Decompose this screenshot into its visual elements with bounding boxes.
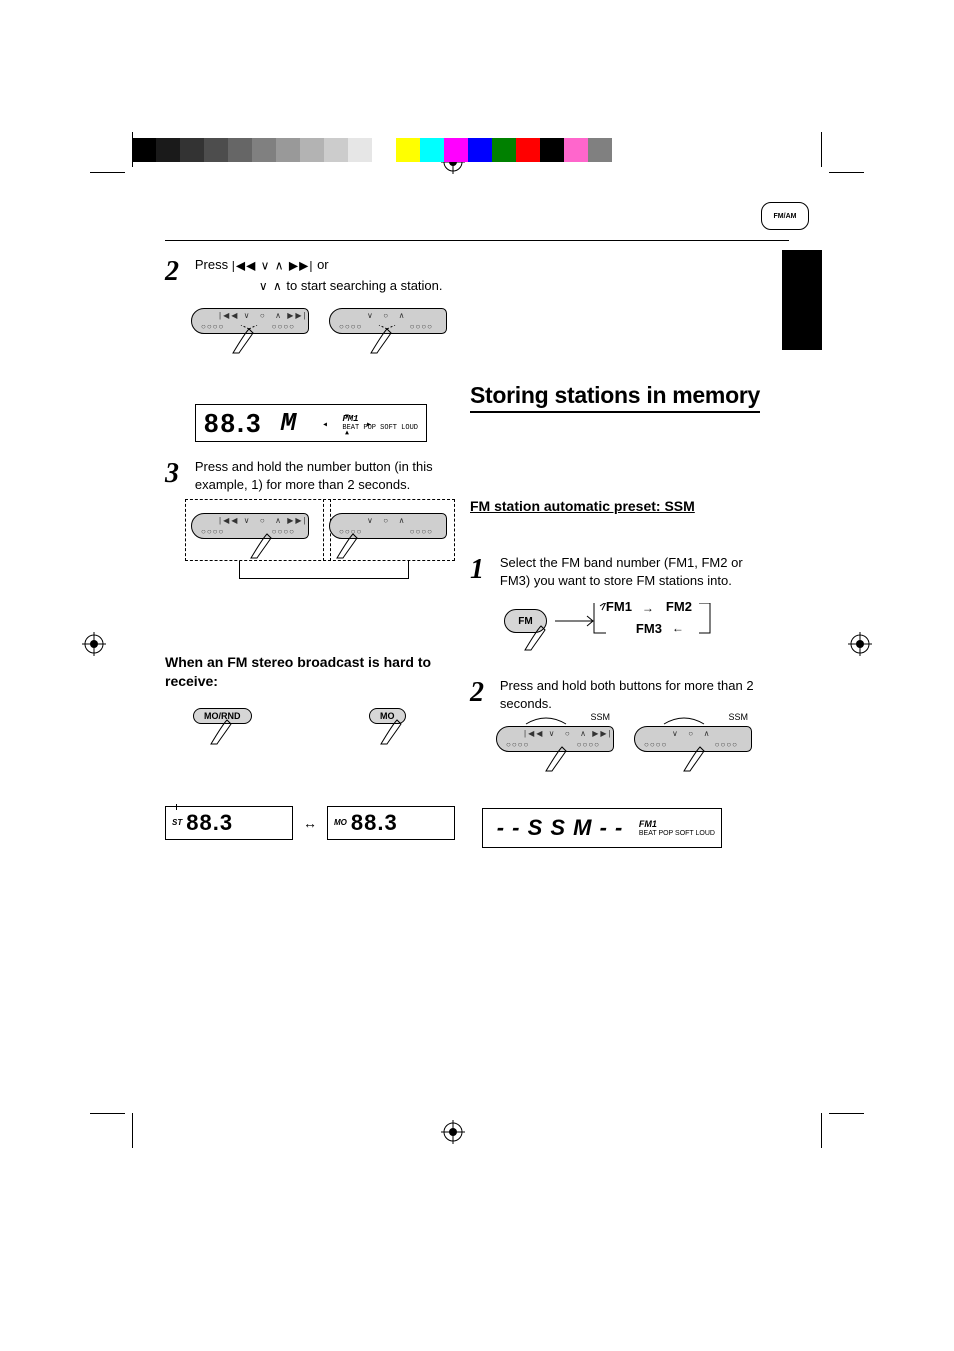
swap-arrow-icon: ↔ xyxy=(303,815,317,831)
sub-heading: FM station automatic preset: SSM xyxy=(470,498,760,514)
color-calibration-bars xyxy=(132,138,822,162)
color-swatch xyxy=(252,138,276,162)
color-swatch xyxy=(420,138,444,162)
step-1: 1 Select the FM band number (FM1, FM2 or… xyxy=(470,554,760,589)
lcd-big-letter: M xyxy=(281,408,297,438)
panel-figures: |◀◀ ∨ ○ ∧ ▶▶| ○○○○○○○○ ∨ ○ ∧ ○○○○○○○○ xyxy=(191,308,455,350)
stereo-heading: When an FM stereo broadcast is hard to r… xyxy=(165,653,455,689)
color-swatch xyxy=(612,138,636,162)
section-tab xyxy=(782,250,822,350)
color-swatch xyxy=(156,138,180,162)
lcd-display: - - S S M - - FM1 BEAT POP SOFT LOUD xyxy=(482,808,722,848)
lcd-modes: BEAT POP SOFT LOUD xyxy=(639,830,715,837)
right-column: Storing stations in memory FM station au… xyxy=(470,256,760,856)
crop-mark xyxy=(132,1113,133,1148)
fm-cycle-figure: FM FM1 → FM2 FM3 ← xyxy=(504,599,760,643)
color-swatch xyxy=(228,138,252,162)
bracket xyxy=(239,561,409,579)
color-swatch xyxy=(324,138,348,162)
color-swatch xyxy=(204,138,228,162)
arrow-icon: → xyxy=(642,601,654,615)
radio-panel-illustration: |◀◀ ∨ ○ ∧ ▶▶| ○○○○○○○○ xyxy=(496,726,614,768)
lcd-display-small: ST 88.3 xyxy=(165,806,293,840)
cycle-label: FM2 xyxy=(666,599,692,614)
lcd-band: FM1 xyxy=(639,819,657,829)
color-swatch xyxy=(180,138,204,162)
step-3: 3 Press and hold the number button (in t… xyxy=(165,458,455,493)
color-swatch xyxy=(348,138,372,162)
mo-button-row: MO/RND MO xyxy=(193,706,455,756)
lcd-display: 88.3 M ▾ ▴ ◂ ▸ FM1 BEAT POP SOFT LOUD xyxy=(195,404,427,442)
badge-label: FM/AM xyxy=(774,213,797,220)
radio-panel-illustration: ∨ ○ ∧ ○○○○○○○○ xyxy=(634,726,752,768)
button-glyphs: ∨ ∧ xyxy=(259,279,283,293)
crop-mark xyxy=(821,1113,822,1148)
registration-mark xyxy=(82,632,106,656)
color-swatch xyxy=(492,138,516,162)
text: Press xyxy=(195,257,232,272)
text: or xyxy=(317,257,329,272)
arrow-icon: ← xyxy=(672,621,684,635)
radio-panel-illustration: ∨ ○ ∧ ○○○○○○○○ xyxy=(329,308,447,350)
color-swatch xyxy=(540,138,564,162)
step-2: 2 Press |◀◀ ∨ ∧ ▶▶| or ∨ ∧ to start sear… xyxy=(165,256,455,294)
registration-mark xyxy=(441,1120,465,1144)
left-column: 2 Press |◀◀ ∨ ∧ ▶▶| or ∨ ∧ to start sear… xyxy=(165,256,455,840)
mo-button-figure: MO xyxy=(369,706,455,756)
step-text: Select the FM band number (FM1, FM2 or F… xyxy=(500,554,755,589)
panel-figures: |◀◀ ∨ ○ ∧ ▶▶| ○○○○○○○○ ∨ ○ ∧ ○○○○○○○○ xyxy=(191,513,455,555)
crop-mark xyxy=(90,1113,125,1114)
lcd-frequency: 88.3 xyxy=(351,810,398,836)
color-swatch xyxy=(300,138,324,162)
cycle-edge xyxy=(698,603,714,637)
cycle-label: FM1 xyxy=(606,599,632,614)
mo-button-figure: MO/RND xyxy=(193,706,279,756)
step-number: 3 xyxy=(165,458,191,490)
color-swatch xyxy=(588,138,612,162)
step-number: 2 xyxy=(165,256,191,288)
lcd-modes: BEAT POP SOFT LOUD xyxy=(342,424,418,432)
cycle-diagram: FM1 → FM2 FM3 ← xyxy=(602,599,760,643)
lcd-right-info: FM1 BEAT POP SOFT LOUD xyxy=(342,414,418,432)
color-swatch xyxy=(372,138,396,162)
fm-am-badge: FM/AM xyxy=(761,202,809,230)
step-number: 1 xyxy=(470,554,496,586)
color-swatch xyxy=(564,138,588,162)
text: to start searching a station. xyxy=(286,278,442,293)
radio-panel-illustration: |◀◀ ∨ ○ ∧ ▶▶| ○○○○○○○○ xyxy=(191,513,309,555)
cycle-label: FM3 xyxy=(636,621,662,636)
fm-button: FM xyxy=(504,609,547,633)
step-text: Press and hold the number button (in thi… xyxy=(195,458,450,493)
step-text: Press and hold both buttons for more tha… xyxy=(500,677,755,712)
cycle-edge xyxy=(592,603,608,637)
panel-figures: SSM SSM |◀◀ ∨ ○ ∧ ▶▶| ○○○○○○○○ ∨ ○ ∧ ○○○… xyxy=(496,726,760,768)
lcd-right-info: FM1 BEAT POP SOFT LOUD xyxy=(639,819,715,838)
button-glyphs: |◀◀ ∨ ∧ ▶▶| xyxy=(232,258,314,272)
color-swatch xyxy=(276,138,300,162)
step-number: 2 xyxy=(470,677,496,709)
registration-mark xyxy=(848,632,872,656)
crop-mark xyxy=(829,1113,864,1114)
section-title: Storing stations in memory xyxy=(470,382,760,413)
color-swatch xyxy=(132,138,156,162)
color-swatch xyxy=(468,138,492,162)
lcd-text: - - S S M - - xyxy=(497,815,624,841)
radio-panel-illustration: ∨ ○ ∧ ○○○○○○○○ xyxy=(329,513,447,555)
crop-mark xyxy=(829,172,864,173)
step-2: 2 Press and hold both buttons for more t… xyxy=(470,677,760,712)
color-swatch xyxy=(396,138,420,162)
step-text: Press |◀◀ ∨ ∧ ▶▶| or ∨ ∧ to start search… xyxy=(195,256,450,294)
lcd-frequency: 88.3 xyxy=(186,810,233,836)
radio-panel-illustration: |◀◀ ∨ ○ ∧ ▶▶| ○○○○○○○○ xyxy=(191,308,309,350)
lcd-tag: MO xyxy=(334,818,347,827)
header-rule xyxy=(165,240,789,241)
lcd-tag: ST xyxy=(172,818,182,827)
lcd-display-small: MO 88.3 xyxy=(327,806,455,840)
crop-mark xyxy=(90,172,125,173)
color-swatch xyxy=(516,138,540,162)
lcd-frequency: 88.3 xyxy=(204,408,263,439)
lcd-pair: ST 88.3 ↔ MO 88.3 xyxy=(165,806,455,840)
color-swatch xyxy=(444,138,468,162)
